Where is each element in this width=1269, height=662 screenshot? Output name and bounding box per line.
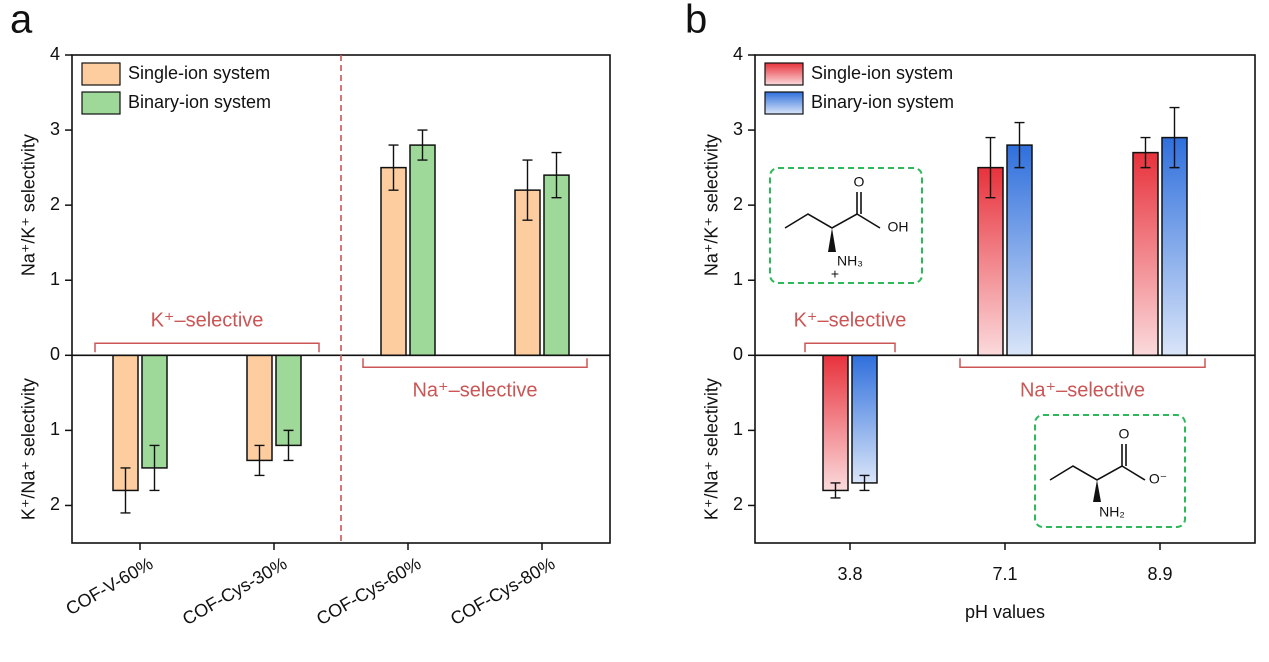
- error-bar: [985, 136, 996, 199]
- bar: [822, 354, 849, 492]
- error-bar: [859, 474, 870, 492]
- wedge-bond: [1093, 480, 1101, 502]
- error-bar: [830, 482, 841, 499]
- selectivity-annotation: K⁺–selective: [151, 310, 264, 332]
- y-axis-label: K⁺/Na⁺ selectivity: [702, 378, 722, 520]
- bond: [1049, 465, 1146, 481]
- legend-label: Single-ion system: [811, 63, 953, 83]
- y-tick-label: 0: [733, 344, 743, 364]
- bar: [1161, 136, 1188, 357]
- panel-label: a: [10, 0, 33, 42]
- error-bar: [1014, 121, 1025, 169]
- y-tick-label: 0: [50, 344, 60, 364]
- panel-label: b: [685, 0, 707, 42]
- y-tick-label: 2: [50, 494, 60, 514]
- selectivity-bracket: [804, 342, 896, 353]
- y-tick-label: 1: [733, 419, 743, 439]
- bar: [543, 174, 570, 357]
- x-tick-label: COF-V-60%: [62, 553, 156, 619]
- wedge-bond: [828, 228, 836, 252]
- bar: [1132, 151, 1159, 357]
- legend-swatch: [764, 91, 804, 115]
- legend-swatch: [81, 91, 121, 115]
- selectivity-bracket: [959, 358, 1206, 369]
- y-tick-label: 2: [733, 494, 743, 514]
- error-bar: [254, 444, 265, 477]
- y-tick-label: 4: [733, 44, 743, 64]
- atom-label: O⁻: [1149, 471, 1167, 487]
- molecule-protonated: O OH NH₃ +: [769, 167, 923, 284]
- error-bar: [283, 429, 294, 462]
- error-bar: [1169, 106, 1180, 169]
- x-tick-label: COF-Cys-60%: [313, 553, 424, 629]
- atom-label: OH: [888, 219, 909, 235]
- y-tick-label: 1: [733, 269, 743, 289]
- y-axis-label: Na⁺/K⁺ selectivity: [702, 134, 722, 276]
- error-bar: [551, 151, 562, 199]
- y-tick-label: 1: [50, 269, 60, 289]
- selectivity-annotation: Na⁺–selective: [412, 380, 537, 402]
- y-tick-label: 2: [50, 194, 60, 214]
- y-axis-label: K⁺/Na⁺ selectivity: [19, 378, 39, 520]
- x-tick-label: COF-Cys-30%: [179, 553, 290, 629]
- legend-label: Single-ion system: [128, 63, 270, 83]
- molecule-deprotonated: O O⁻ NH₂: [1034, 414, 1186, 528]
- error-bar: [149, 444, 160, 492]
- bar: [246, 354, 273, 462]
- x-tick-label: COF-Cys-80%: [447, 553, 558, 629]
- y-tick-label: 2: [733, 194, 743, 214]
- error-bar: [388, 144, 399, 191]
- x-tick-label: 7.1: [992, 564, 1017, 584]
- molecule-box: [1034, 414, 1186, 528]
- selectivity-bracket: [362, 358, 588, 369]
- bond: [784, 213, 881, 229]
- bar: [380, 166, 407, 357]
- atom-label: O: [1119, 426, 1130, 442]
- plot-frame: [754, 54, 1256, 544]
- error-bar: [120, 467, 131, 514]
- bar: [1006, 144, 1033, 357]
- y-tick-label: 3: [50, 119, 60, 139]
- legend-label: Binary-ion system: [811, 92, 954, 112]
- atom-label: NH₂: [1099, 504, 1125, 520]
- bar: [851, 354, 878, 484]
- atom-label: NH₃: [837, 253, 863, 269]
- x-tick-label: 8.9: [1147, 564, 1172, 584]
- x-axis-label: pH values: [965, 602, 1045, 622]
- atom-label: O: [854, 174, 865, 190]
- y-tick-label: 1: [50, 419, 60, 439]
- legend-label: Binary-ion system: [128, 92, 271, 112]
- legend-swatch: [81, 62, 121, 86]
- error-bar: [417, 129, 428, 161]
- selectivity-bracket: [94, 342, 320, 353]
- error-bar: [522, 159, 533, 221]
- legend-swatch: [764, 62, 804, 86]
- selectivity-annotation: K⁺–selective: [794, 310, 907, 332]
- y-axis-label: Na⁺/K⁺ selectivity: [19, 134, 39, 276]
- selectivity-annotation: Na⁺–selective: [1020, 380, 1145, 402]
- x-tick-label: 3.8: [837, 564, 862, 584]
- error-bar: [1140, 136, 1151, 169]
- charge-label: +: [831, 266, 839, 282]
- y-tick-label: 3: [733, 119, 743, 139]
- bar: [409, 144, 436, 357]
- y-tick-label: 4: [50, 44, 60, 64]
